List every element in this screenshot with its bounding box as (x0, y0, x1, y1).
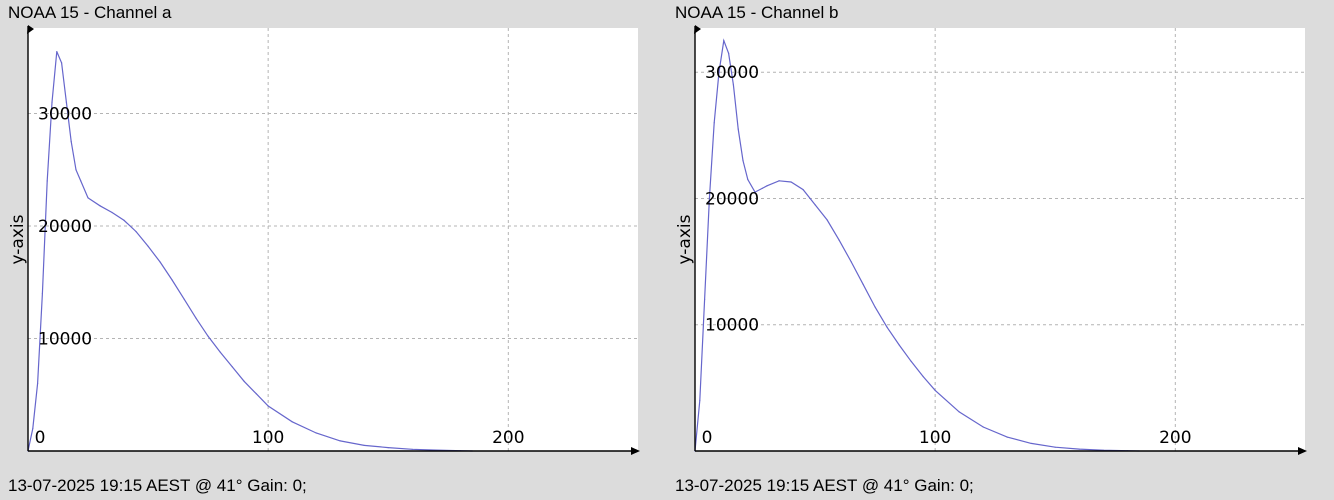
data-point (80, 180, 82, 182)
data-point (838, 239, 840, 241)
data-point (862, 283, 864, 285)
data-point (135, 231, 137, 233)
chart-title: NOAA 15 - Channel a (8, 3, 172, 22)
data-point (387, 447, 389, 449)
data-point (255, 393, 257, 395)
data-point (704, 298, 706, 301)
data-point (183, 298, 185, 300)
data-point (958, 411, 960, 413)
data-point (898, 344, 900, 346)
data-point (732, 84, 735, 86)
data-point (243, 380, 245, 382)
x-axis-arrow-icon (1298, 447, 1307, 455)
data-point (147, 245, 149, 247)
data-point (737, 128, 739, 130)
data-point (363, 444, 365, 446)
data-point (826, 219, 828, 221)
x-tick-label: 100 (252, 428, 284, 448)
data-point (723, 40, 725, 42)
data-point (982, 426, 984, 428)
data-point (790, 181, 792, 183)
chart-footer: 13-07-2025 19:15 AEST @ 41° Gain: 0; (675, 476, 974, 495)
data-point (778, 180, 780, 182)
x-tick-label: 0 (35, 428, 46, 448)
x-tick-label: 100 (919, 428, 951, 448)
data-point (195, 317, 197, 319)
data-point (747, 178, 749, 181)
data-point (411, 448, 413, 450)
data-point (99, 205, 101, 207)
data-point (51, 101, 53, 103)
chart-panel-b: NOAA 15 - Channel b 0 100 200 10000 20000 300… (667, 0, 1334, 500)
chart-plot-a: 0 100 200 10000 20000 30000 y-axis (8, 25, 640, 455)
y-tick-label: 20000 (38, 217, 92, 237)
data-point (874, 306, 876, 308)
data-point (922, 375, 924, 378)
x-tick-label: 200 (1159, 428, 1191, 448)
data-point (219, 351, 221, 353)
plot-area (695, 28, 1305, 451)
data-point (766, 185, 768, 187)
data-point (37, 382, 39, 385)
data-point (1030, 442, 1032, 445)
data-point (291, 421, 293, 423)
data-point (267, 405, 269, 407)
data-point (761, 187, 763, 189)
data-point (207, 335, 209, 337)
data-point (713, 122, 715, 124)
y-tick-label: 30000 (705, 63, 759, 83)
data-point (65, 101, 68, 103)
data-point (718, 71, 720, 73)
data-point (728, 52, 730, 54)
chart-footer: 13-07-2025 19:15 AEST @ 41° Gain: 0; (8, 476, 307, 495)
y-tick-label: 30000 (38, 105, 92, 125)
data-point (742, 159, 744, 162)
data-point (231, 366, 233, 368)
data-point (699, 399, 701, 402)
data-point (814, 204, 816, 206)
data-point (41, 292, 44, 295)
x-tick-label: 0 (702, 428, 713, 448)
data-point (754, 191, 756, 193)
x-axis-arrow-icon (631, 447, 640, 455)
data-point (70, 141, 72, 143)
y-tick-label: 20000 (705, 189, 759, 209)
data-point (32, 427, 34, 430)
data-point (171, 279, 173, 281)
y-axis-arrow-icon (27, 25, 34, 34)
data-point (934, 389, 936, 391)
data-point (886, 326, 888, 328)
chart-plot-b: 0 100 200 10000 20000 30000 y-axis (675, 25, 1307, 455)
data-point (315, 432, 317, 434)
data-point (1054, 446, 1056, 448)
data-point (75, 169, 77, 171)
data-point (87, 197, 89, 199)
data-point (123, 219, 125, 221)
plot-area (28, 28, 638, 451)
y-axis-label: y-axis (8, 214, 28, 264)
data-point (46, 180, 48, 182)
y-axis-arrow-icon (694, 25, 701, 34)
data-point (111, 211, 113, 214)
chart-panel-a: NOAA 15 - Channel a 0 100 200 10000 20000 300… (8, 3, 640, 495)
y-axis-label: y-axis (675, 214, 695, 264)
data-point (56, 51, 58, 53)
y-tick-label: 10000 (705, 316, 759, 336)
data-point (61, 62, 63, 64)
data-point (802, 189, 804, 191)
data-point (1078, 448, 1080, 450)
y-tick-label: 10000 (38, 330, 92, 350)
data-point (339, 440, 341, 442)
data-point (1006, 436, 1008, 438)
data-point (910, 360, 912, 362)
data-point (159, 261, 161, 263)
x-tick-label: 200 (492, 428, 524, 448)
data-series-line (694, 38, 1140, 452)
data-point (708, 197, 711, 200)
data-point (850, 260, 852, 263)
chart-title: NOAA 15 - Channel b (675, 3, 839, 22)
